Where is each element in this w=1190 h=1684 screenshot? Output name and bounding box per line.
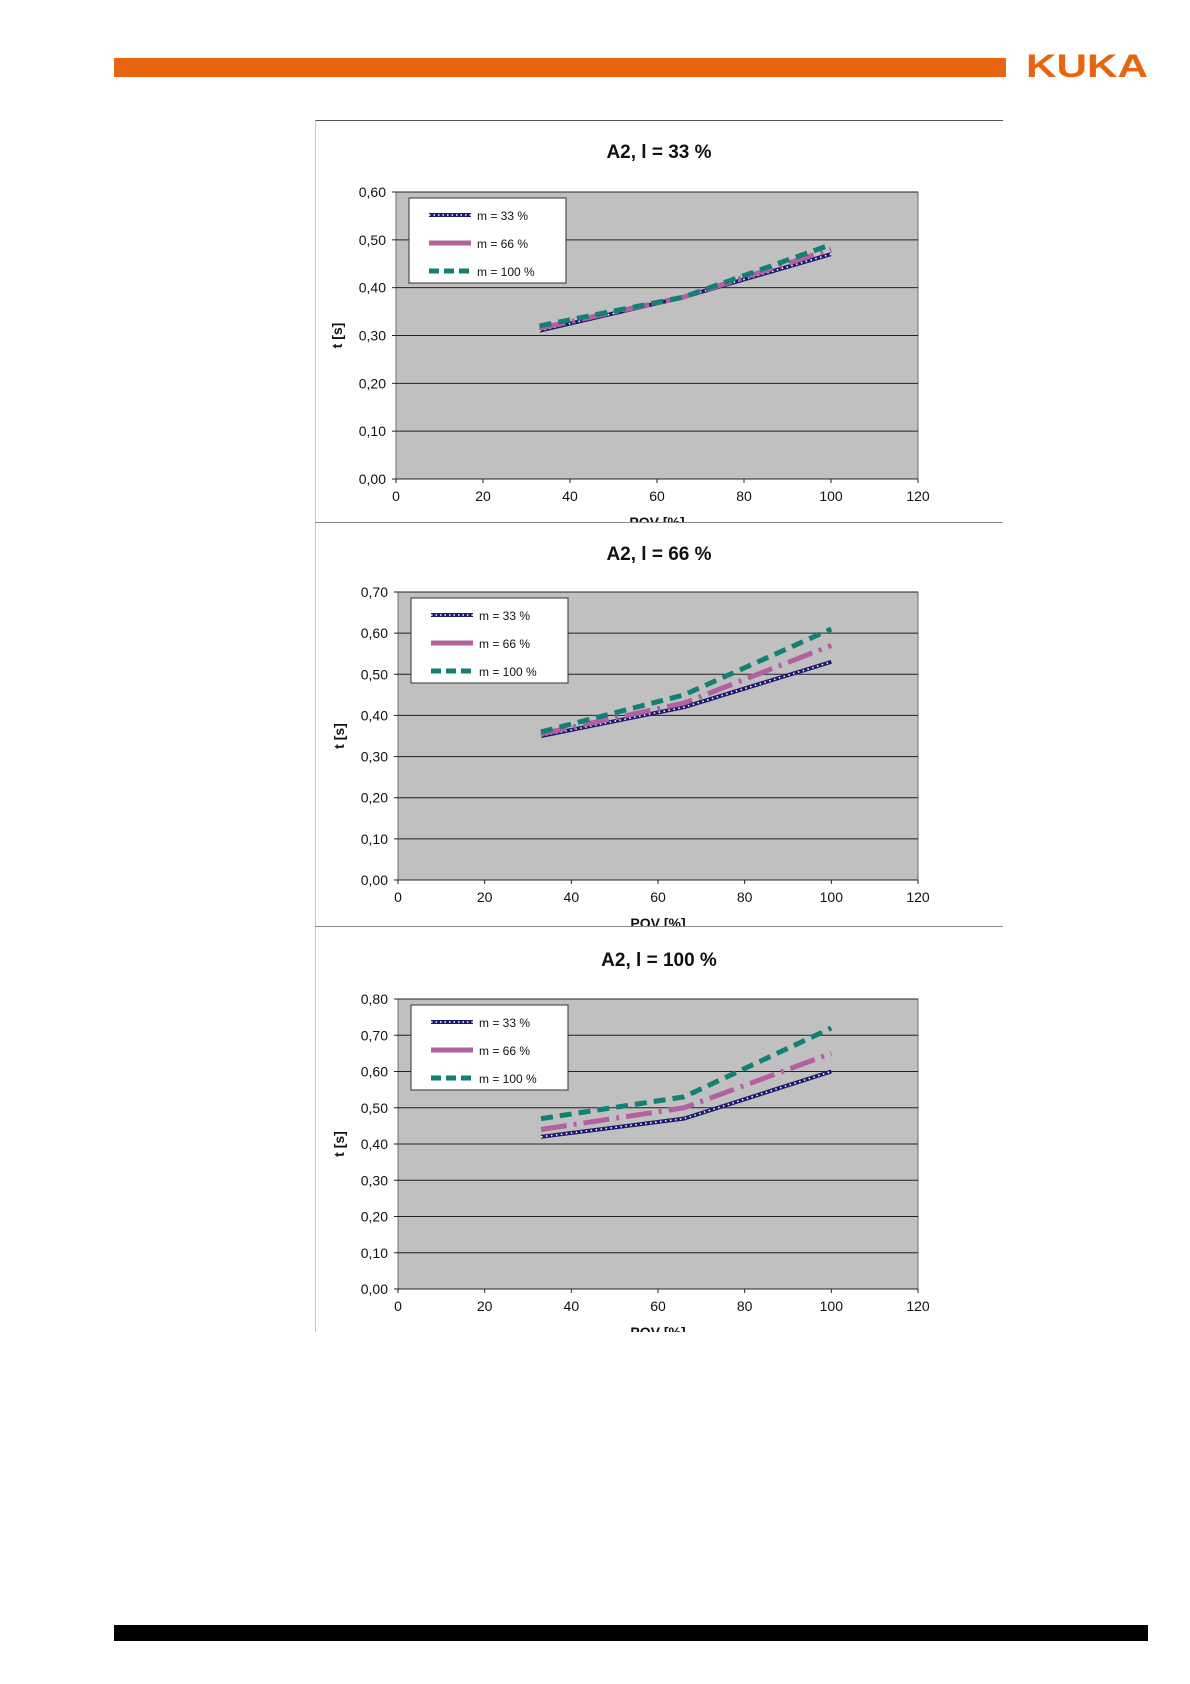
y-tick-label: 0,00 — [361, 1281, 388, 1297]
chart-title: A2, l = 33 % — [606, 142, 711, 163]
x-tick-label: 100 — [820, 889, 844, 905]
y-tick-label: 0,50 — [361, 1100, 388, 1116]
y-tick-label: 0,40 — [361, 1136, 388, 1152]
x-tick-label: 20 — [475, 488, 491, 504]
chart-a2-l100: A2, l = 100 % 0,00 0,10 0,20 0,30 0,40 0,50 0,6… — [331, 950, 930, 1332]
y-tick-label: 0,50 — [361, 666, 388, 682]
y-axis-label: t [s] — [331, 723, 347, 749]
chart-panel-3: A2, l = 100 % 0,00 0,10 0,20 0,30 0,40 0,50 0,6… — [315, 927, 1003, 1332]
y-tick-label: 0,30 — [361, 1172, 388, 1188]
panel-separator — [315, 522, 1003, 523]
legend-label: m = 100 % — [479, 1072, 537, 1086]
y-axis-label: t [s] — [329, 323, 345, 349]
legend-label: m = 100 % — [477, 265, 535, 279]
y-tick-label: 0,20 — [359, 375, 386, 391]
x-tick-label: 80 — [736, 488, 752, 504]
y-tick-label: 0,10 — [361, 1245, 388, 1261]
y-tick-label: 0,60 — [361, 1064, 388, 1080]
x-tick-label: 120 — [906, 1298, 930, 1314]
y-tick-label: 0,40 — [359, 280, 386, 296]
legend-label: m = 66 % — [477, 237, 528, 251]
panel-separator — [315, 926, 1003, 927]
x-tick-label: 40 — [562, 488, 578, 504]
x-tick-label: 100 — [820, 1298, 844, 1314]
x-tick-label: 120 — [906, 889, 930, 905]
y-axis-label: t [s] — [331, 1131, 347, 1157]
y-tick-label: 0,00 — [361, 872, 388, 888]
x-tick-label: 0 — [394, 1298, 402, 1314]
x-tick-label: 40 — [564, 889, 580, 905]
y-tick-label: 0,60 — [359, 184, 386, 200]
x-tick-label: 20 — [477, 1298, 493, 1314]
chart-panel-2: A2, l = 66 % 0,00 0,10 0,20 0,30 0,40 0,50 0,60… — [315, 523, 1003, 926]
chart-title: A2, l = 66 % — [606, 544, 711, 565]
x-tick-label: 0 — [394, 889, 402, 905]
series-line-pattern — [539, 253, 832, 332]
x-tick-label: 60 — [650, 1298, 666, 1314]
x-axis-label: POV [%] — [630, 1324, 685, 1332]
footer-bar — [114, 1625, 1148, 1641]
legend-label: m = 66 % — [479, 637, 530, 651]
x-tick-label: 20 — [477, 889, 493, 905]
series-line-m2 — [540, 1051, 833, 1132]
y-tick-label: 0,80 — [361, 991, 388, 1007]
y-tick-label: 0,10 — [361, 831, 388, 847]
x-tick-label: 60 — [650, 889, 666, 905]
x-tick-label: 40 — [564, 1298, 580, 1314]
y-tick-label: 0,30 — [361, 749, 388, 765]
y-tick-label: 0,40 — [361, 707, 388, 723]
series-line-m1 — [540, 1069, 832, 1139]
figure-frame — [315, 120, 1003, 1332]
chart-panel-1: A2, l = 33 % 0,00 0,10 0,20 0,30 0,40 0,50 0,60… — [315, 121, 1003, 522]
chart-a2-l66: A2, l = 66 % 0,00 0,10 0,20 0,30 0,40 0,50 0,60… — [331, 544, 930, 926]
x-tick-label: 100 — [819, 488, 843, 504]
y-tick-label: 0,70 — [361, 584, 388, 600]
series-line-m3 — [539, 242, 832, 329]
series-line-m2 — [540, 643, 833, 737]
y-tick-label: 0,70 — [361, 1027, 388, 1043]
legend-label: m = 66 % — [479, 1044, 530, 1058]
legend-label: m = 33 % — [479, 1016, 530, 1030]
header-accent-bar — [114, 58, 1006, 77]
y-tick-label: 0,10 — [359, 423, 386, 439]
chart-a2-l33: A2, l = 33 % 0,00 0,10 0,20 0,30 0,40 0,50 0,60… — [329, 142, 930, 522]
x-axis-label: POV [%] — [630, 915, 685, 926]
kuka-logo: KUKA — [1026, 50, 1148, 82]
x-tick-label: 0 — [392, 488, 400, 504]
series-line-pattern — [540, 661, 832, 737]
y-tick-label: 0,30 — [359, 328, 386, 344]
y-tick-label: 0,50 — [359, 232, 386, 248]
x-axis-label: POV [%] — [629, 514, 684, 522]
x-tick-label: 80 — [737, 1298, 753, 1314]
chart-title: A2, l = 100 % — [601, 950, 717, 971]
legend-label: m = 33 % — [477, 209, 528, 223]
y-tick-label: 0,20 — [361, 1209, 388, 1225]
legend-label: m = 100 % — [479, 665, 537, 679]
kuka-logo-text: KUKA — [1026, 50, 1148, 82]
y-tick-label: 0,20 — [361, 790, 388, 806]
series-line-m3 — [540, 1025, 833, 1122]
legend-label: m = 33 % — [479, 609, 530, 623]
x-tick-label: 80 — [737, 889, 753, 905]
y-tick-label: 0,00 — [359, 471, 386, 487]
x-tick-label: 120 — [906, 488, 930, 504]
y-tick-label: 0,60 — [361, 625, 388, 641]
series-line-m3 — [540, 626, 833, 735]
x-tick-label: 60 — [649, 488, 665, 504]
